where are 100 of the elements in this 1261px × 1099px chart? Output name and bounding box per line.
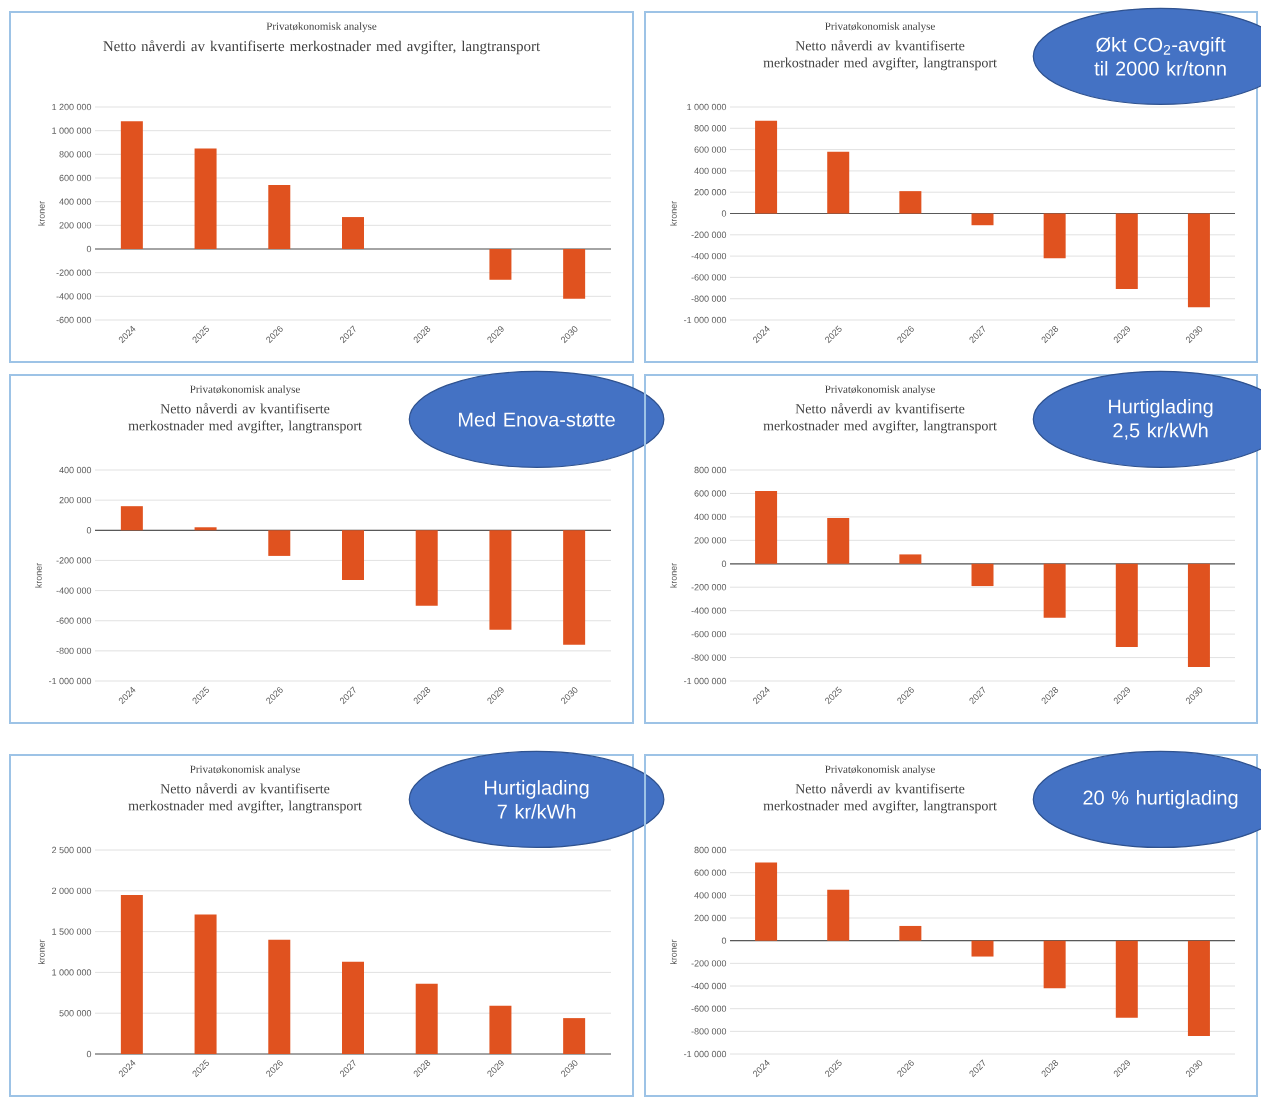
y-tick-label: 800 000	[59, 151, 92, 158]
chart-subtitle: Privatøkonomisk analyse	[825, 22, 935, 33]
y-tick-label: -200 000	[56, 269, 92, 276]
bar	[899, 925, 922, 941]
bar	[1187, 213, 1210, 308]
chart-title: Netto nåverdi av kvantifiserte merkostnader med avgifter, langtransport	[103, 40, 541, 55]
y-tick-label: 200 000	[694, 189, 727, 196]
bar	[415, 530, 438, 606]
y-tick-label: 1 000 000	[52, 127, 92, 134]
y-tick-label: 2 500 000	[52, 846, 92, 854]
bar	[120, 506, 143, 531]
bar	[827, 151, 850, 214]
y-tick-label: -200 000	[691, 584, 727, 591]
y-tick-label: 800 000	[694, 846, 727, 854]
y-tick-label: 500 000	[59, 1010, 92, 1017]
text: Hurtiglading 7 kr/kWh	[485, 780, 589, 819]
bar	[342, 530, 364, 581]
y-tick-label: -1 000 000	[684, 1050, 727, 1058]
bar	[827, 518, 850, 564]
y-tick-label: 200 000	[694, 537, 727, 544]
bar	[268, 185, 291, 249]
bar	[1115, 940, 1138, 1018]
chart-title: Netto nåverdi av kvantifiserte merkostnader med avgifter, langtransport	[763, 783, 997, 814]
bar	[1187, 940, 1210, 1036]
bar	[489, 530, 512, 630]
bar	[1043, 213, 1066, 259]
bar	[415, 983, 438, 1055]
y-tick-label: -800 000	[691, 1028, 727, 1035]
chart-title: Netto nåverdi av kvantifiserte merkostnader med avgifter, langtransport	[763, 403, 997, 434]
y-tick-label: -400 000	[691, 607, 727, 614]
chart-subtitle: Privatøkonomisk analyse	[266, 22, 377, 33]
y-tick-label: 0	[721, 560, 727, 567]
y-axis-title: kroner	[670, 939, 677, 965]
y-tick-label: -600 000	[691, 274, 727, 281]
y-axis-title: kroner	[38, 200, 45, 226]
y-tick-label: -400 000	[56, 587, 92, 594]
y-tick-label: 600 000	[59, 174, 92, 182]
bar	[563, 530, 586, 645]
y-tick-label: -600 000	[691, 1005, 727, 1012]
text: Med Enova-støtte	[459, 411, 615, 427]
chart-title: Netto nåverdi av kvantifiserte merkostnader med avgifter, langtransport	[763, 40, 997, 71]
bar	[489, 1005, 512, 1055]
bar	[755, 862, 778, 941]
y-tick-label: -800 000	[691, 654, 727, 661]
text: Økt CO$_{2}$-avgift til 2000 kr/tonn	[1094, 37, 1226, 76]
y-tick-label: -600 000	[56, 316, 92, 324]
bar	[120, 894, 143, 1055]
bar	[489, 249, 512, 280]
chart-subtitle: Privatøkonomisk analyse	[190, 765, 300, 776]
bar	[268, 939, 291, 1055]
y-tick-label: -400 000	[56, 293, 92, 300]
y-tick-label: 800 000	[694, 466, 727, 474]
bar	[342, 961, 364, 1055]
y-tick-label: 800 000	[694, 125, 727, 132]
y-axis-title: kroner	[38, 939, 45, 965]
y-tick-label: 600 000	[694, 146, 727, 153]
bar	[1115, 213, 1138, 290]
y-tick-label: -800 000	[56, 647, 92, 655]
y-tick-label: 400 000	[694, 167, 727, 175]
y-tick-label: 0	[721, 937, 727, 944]
y-tick-label: -1 000 000	[49, 677, 92, 685]
y-tick-label: 400 000	[694, 513, 727, 521]
y-tick-label: 600 000	[694, 490, 727, 497]
bar	[120, 121, 143, 249]
bar	[899, 554, 922, 564]
bar	[755, 491, 778, 564]
y-tick-label: -400 000	[691, 982, 727, 990]
bar	[1187, 563, 1210, 667]
y-tick-label: 200 000	[694, 914, 727, 922]
bar	[563, 1018, 586, 1055]
chart-title: Netto nåverdi av kvantifiserte merkostnader med avgifter, langtransport	[128, 783, 362, 814]
chart-subtitle: Privatøkonomisk analyse	[190, 385, 300, 396]
bar	[342, 217, 364, 249]
y-tick-label: 0	[86, 527, 92, 534]
y-tick-label: 400 000	[59, 466, 92, 474]
bar	[971, 940, 994, 957]
y-tick-label: -1 000 000	[684, 316, 727, 324]
bar	[194, 914, 217, 1055]
y-axis-title: kroner	[35, 562, 42, 588]
y-tick-label: -400 000	[691, 252, 727, 260]
y-tick-label: -1 000 000	[684, 677, 727, 685]
bar	[899, 191, 922, 214]
bar	[971, 213, 994, 226]
y-tick-label: 600 000	[694, 869, 727, 876]
y-tick-label: 1 500 000	[52, 928, 92, 935]
y-tick-label: -200 000	[691, 960, 727, 967]
text: 20 % hurtiglading	[1083, 790, 1238, 809]
bar	[563, 249, 586, 299]
y-tick-label: 0	[721, 210, 727, 217]
y-axis-title: kroner	[670, 200, 677, 226]
bar	[194, 148, 217, 249]
bar	[1043, 940, 1066, 989]
y-tick-label: -600 000	[56, 617, 92, 624]
y-tick-label: 1 200 000	[52, 103, 92, 111]
bar	[1115, 563, 1138, 648]
chart-title: Netto nåverdi av kvantifiserte merkostnader med avgifter, langtransport	[128, 403, 362, 434]
bar	[268, 530, 291, 556]
y-tick-label: 0	[86, 1050, 92, 1058]
text: Hurtiglading 2,5 kr/kWh	[1109, 398, 1213, 440]
chart-subtitle: Privatøkonomisk analyse	[825, 385, 935, 396]
